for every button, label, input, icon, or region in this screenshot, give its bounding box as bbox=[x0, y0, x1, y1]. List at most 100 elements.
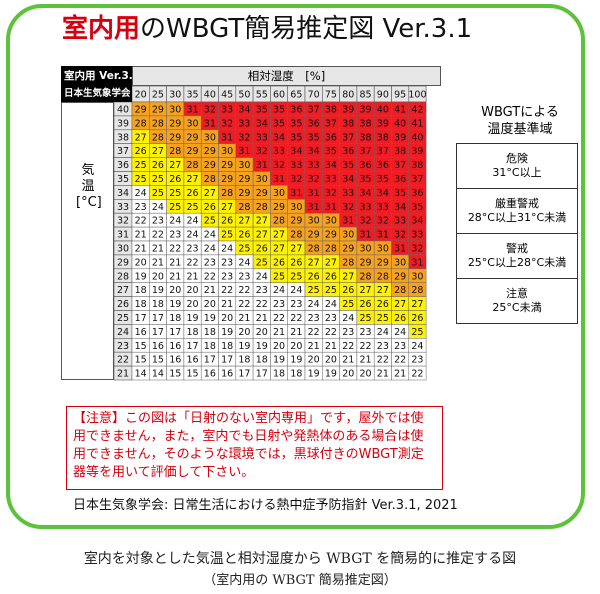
wbgt-value-label: 29 bbox=[238, 174, 250, 185]
wbgt-value-label: 20 bbox=[238, 327, 250, 338]
wbgt-value-label: 31 bbox=[308, 188, 320, 199]
legend-name: 注意 bbox=[506, 287, 528, 300]
wbgt-value-label: 15 bbox=[135, 355, 147, 366]
wbgt-value-label: 23 bbox=[204, 257, 216, 268]
rh-tick-label: 20 bbox=[135, 90, 147, 101]
wbgt-value-label: 30 bbox=[221, 146, 233, 157]
wbgt-value-label: 30 bbox=[273, 188, 285, 199]
wbgt-value-label: 40 bbox=[377, 105, 389, 116]
wbgt-value-label: 22 bbox=[377, 355, 389, 366]
wbgt-value-label: 31 bbox=[238, 146, 250, 157]
temp-tick-label: 25 bbox=[117, 313, 129, 324]
wbgt-value-label: 22 bbox=[187, 257, 199, 268]
wbgt-value-label: 35 bbox=[256, 105, 268, 116]
wbgt-value-label: 38 bbox=[325, 105, 337, 116]
wbgt-value-label: 32 bbox=[204, 105, 216, 116]
wbgt-value-label: 24 bbox=[394, 327, 406, 338]
wbgt-value-label: 15 bbox=[169, 369, 181, 380]
wbgt-value-label: 38 bbox=[342, 118, 354, 129]
wbgt-value-label: 22 bbox=[411, 369, 423, 380]
wbgt-value-label: 21 bbox=[152, 257, 164, 268]
wbgt-value-label: 28 bbox=[152, 132, 164, 143]
rh-tick-label: 25 bbox=[152, 90, 164, 101]
legend-name: 危険 bbox=[506, 152, 528, 165]
wbgt-value-label: 31 bbox=[256, 160, 268, 171]
wbgt-value-label: 34 bbox=[238, 105, 250, 116]
wbgt-value-label: 33 bbox=[256, 132, 268, 143]
wbgt-value-label: 37 bbox=[394, 160, 406, 171]
wbgt-value-label: 21 bbox=[152, 244, 164, 255]
wbgt-value-label: 19 bbox=[308, 369, 320, 380]
wbgt-value-label: 27 bbox=[342, 271, 354, 282]
temperature-axis-box: 気温 [°C] bbox=[61, 102, 114, 380]
wbgt-value-label: 30 bbox=[169, 105, 181, 116]
wbgt-value-label: 29 bbox=[360, 257, 372, 268]
wbgt-value-label: 31 bbox=[342, 216, 354, 227]
temp-tick-label: 31 bbox=[117, 230, 129, 241]
wbgt-value-label: 32 bbox=[238, 132, 250, 143]
wbgt-value-label: 19 bbox=[273, 355, 285, 366]
figure-caption: 室内を対象とした気温と相対湿度から WBGT を簡易的に推定する図 bbox=[83, 551, 517, 567]
wbgt-value-label: 26 bbox=[273, 257, 285, 268]
wbgt-value-label: 33 bbox=[290, 160, 302, 171]
wbgt-value-label: 24 bbox=[187, 230, 199, 241]
wbgt-value-label: 27 bbox=[238, 216, 250, 227]
wbgt-value-label: 21 bbox=[238, 313, 250, 324]
wbgt-value-label: 28 bbox=[256, 202, 268, 213]
wbgt-value-label: 21 bbox=[135, 230, 147, 241]
temp-tick-label: 26 bbox=[117, 299, 129, 310]
wbgt-value-label: 30 bbox=[256, 174, 268, 185]
wbgt-value-label: 21 bbox=[273, 327, 285, 338]
wbgt-value-label: 34 bbox=[273, 132, 285, 143]
legend-item-danger: 危険 31°C以上 bbox=[457, 144, 577, 189]
wbgt-value-label: 21 bbox=[325, 341, 337, 352]
wbgt-value-label: 35 bbox=[377, 174, 389, 185]
wbgt-value-label: 35 bbox=[273, 105, 285, 116]
temp-tick-label: 23 bbox=[117, 341, 129, 352]
wbgt-value-label: 29 bbox=[187, 132, 199, 143]
temp-tick-label: 36 bbox=[117, 160, 129, 171]
wbgt-value-label: 21 bbox=[377, 369, 389, 380]
temp-tick-label: 30 bbox=[117, 244, 129, 255]
wbgt-value-label: 21 bbox=[169, 271, 181, 282]
wbgt-value-label: 29 bbox=[238, 188, 250, 199]
title-rest: のWBGT簡易推定図 Ver.3.1 bbox=[140, 14, 473, 44]
wbgt-value-label: 28 bbox=[342, 257, 354, 268]
wbgt-value-label: 23 bbox=[290, 299, 302, 310]
legend-item-severe-warning: 厳重警戒 28°C以上31°C未満 bbox=[457, 189, 577, 234]
wbgt-value-label: 25 bbox=[152, 174, 164, 185]
wbgt-value-label: 25 bbox=[360, 313, 372, 324]
wbgt-value-label: 17 bbox=[135, 313, 147, 324]
wbgt-value-label: 18 bbox=[169, 313, 181, 324]
temp-tick-label: 33 bbox=[117, 202, 129, 213]
wbgt-value-label: 30 bbox=[360, 244, 372, 255]
wbgt-value-label: 27 bbox=[256, 216, 268, 227]
wbgt-value-label: 23 bbox=[273, 299, 285, 310]
wbgt-value-label: 34 bbox=[256, 118, 268, 129]
wbgt-value-label: 23 bbox=[221, 271, 233, 282]
wbgt-value-label: 32 bbox=[325, 188, 337, 199]
wbgt-value-label: 22 bbox=[256, 299, 268, 310]
wbgt-value-label: 20 bbox=[360, 369, 372, 380]
temp-tick-label: 40 bbox=[117, 105, 129, 116]
wbgt-value-label: 29 bbox=[290, 216, 302, 227]
wbgt-value-label: 29 bbox=[221, 160, 233, 171]
wbgt-value-label: 26 bbox=[325, 271, 337, 282]
wbgt-cell bbox=[408, 365, 427, 381]
legend-item-warning: 警戒 25°C以上28°C未満 bbox=[457, 234, 577, 279]
rh-tick-label: 60 bbox=[273, 90, 285, 101]
wbgt-value-label: 24 bbox=[273, 285, 285, 296]
legend-range: 28°C以上31°C未満 bbox=[467, 211, 567, 224]
wbgt-value-label: 20 bbox=[135, 257, 147, 268]
wbgt-value-label: 17 bbox=[256, 369, 268, 380]
wbgt-value-label: 16 bbox=[221, 369, 233, 380]
wbgt-value-label: 27 bbox=[290, 244, 302, 255]
wbgt-value-label: 22 bbox=[204, 271, 216, 282]
wbgt-value-label: 24 bbox=[308, 299, 320, 310]
wbgt-value-label: 35 bbox=[325, 146, 337, 157]
wbgt-value-label: 22 bbox=[308, 327, 320, 338]
rh-tick-label: 80 bbox=[342, 90, 354, 101]
temp-tick-label: 21 bbox=[117, 369, 129, 380]
wbgt-value-label: 26 bbox=[169, 174, 181, 185]
wbgt-value-label: 23 bbox=[256, 285, 268, 296]
